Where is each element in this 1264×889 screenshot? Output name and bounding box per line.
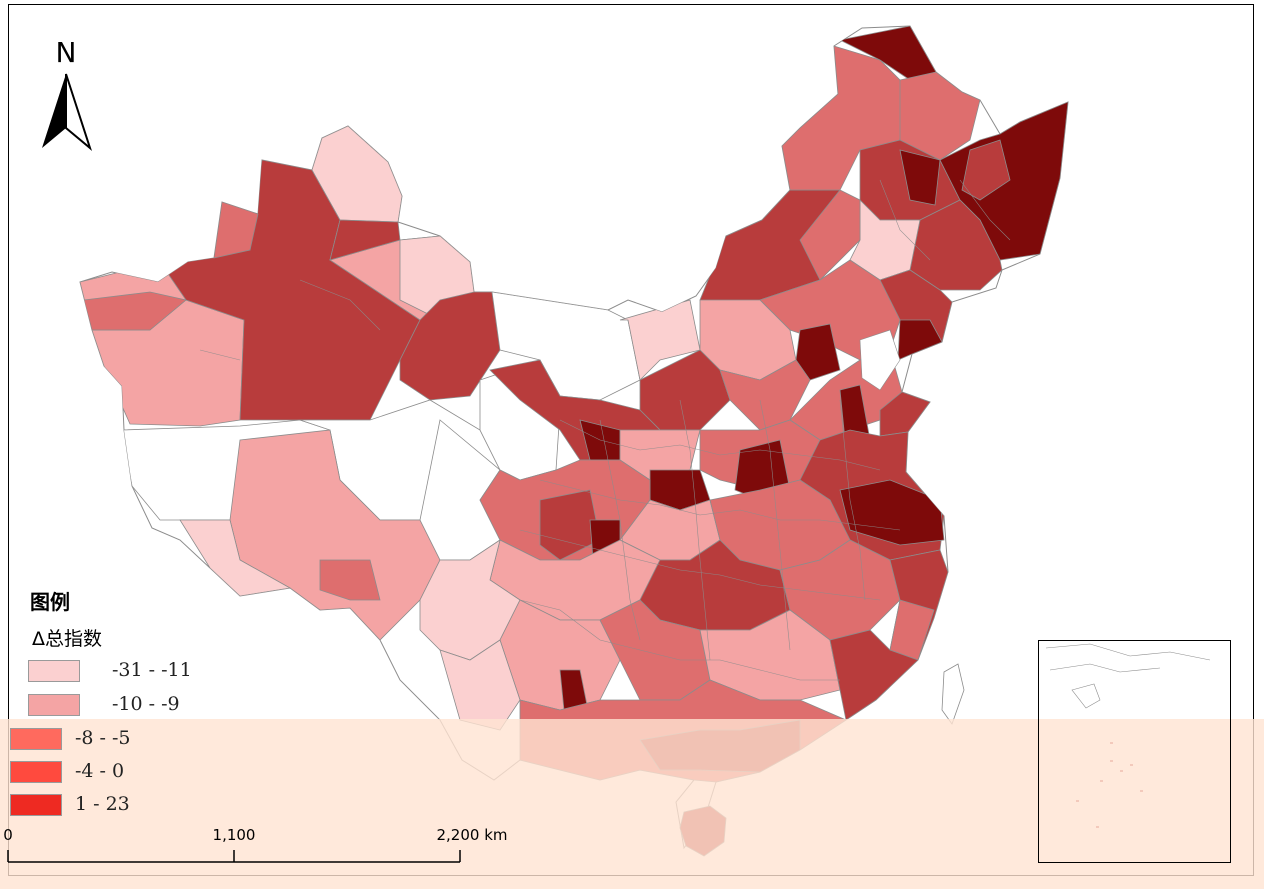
legend-label-3: -8 - -5 — [75, 727, 131, 749]
legend-label-5: 1 - 23 — [75, 793, 130, 815]
legend-item: -4 - 0 — [10, 760, 280, 783]
legend-swatch-2 — [28, 694, 80, 716]
legend-swatch-3 — [10, 728, 62, 750]
legend-item: 1 - 23 — [10, 793, 280, 816]
legend-item: -8 - -5 — [10, 727, 280, 750]
scale-label-1: 1,100 — [212, 826, 256, 844]
legend-label-1: -31 - -11 — [112, 659, 192, 681]
legend-item: -10 - -9 — [20, 693, 280, 716]
legend-label-2: -10 - -9 — [112, 693, 180, 715]
bottom-overlay — [0, 719, 1264, 889]
legend-swatch-4 — [10, 761, 62, 783]
scale-bar: 0 1,100 2,200 km — [0, 826, 560, 876]
north-arrow: N — [38, 38, 94, 158]
north-arrow-icon — [42, 73, 93, 151]
scale-label-0: 0 — [3, 826, 13, 844]
scale-label-2: 2,200 km — [436, 826, 508, 844]
inset-map-frame — [1038, 640, 1231, 863]
legend-swatch-1 — [28, 660, 80, 682]
north-label: N — [55, 36, 77, 69]
scale-bar-ruler — [7, 850, 461, 863]
legend-label-4: -4 - 0 — [75, 760, 125, 782]
legend-subtitle: Δ总指数 — [32, 628, 102, 650]
legend-item: -31 - -11 — [20, 659, 280, 682]
legend-title: 图例 — [30, 590, 70, 614]
legend-swatch-5 — [10, 794, 62, 816]
